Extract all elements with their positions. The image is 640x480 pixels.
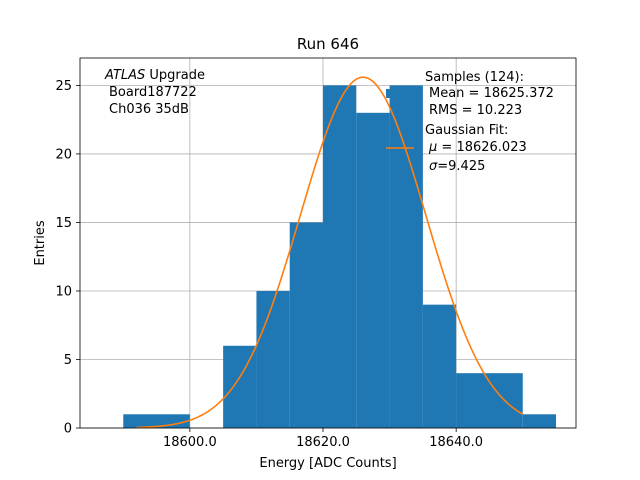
histogram-bar — [323, 85, 357, 428]
experiment-name: ATLAS — [104, 68, 145, 83]
experiment-label: ATLAS Upgrade — [104, 68, 205, 83]
legend-samples-label: Samples (124): — [425, 70, 524, 85]
histogram-bar — [389, 85, 423, 428]
histogram-bar — [223, 345, 257, 428]
x-tick-label: 18620.0 — [296, 435, 350, 450]
experiment-suffix: Upgrade — [145, 68, 205, 83]
y-axis-label: Entries — [33, 220, 48, 266]
y-tick-label: 15 — [55, 216, 72, 231]
gaussian-fit — [136, 76, 524, 429]
legend-fit-label: Gaussian Fit: — [425, 123, 508, 138]
fit-curve — [136, 76, 524, 429]
legend-mu-value: = 18626.023 — [437, 140, 526, 155]
x-axis-label: Energy [ADC Counts] — [259, 456, 396, 471]
x-tick-label: 18600.0 — [163, 435, 217, 450]
legend: Samples (124): Mean = 18625.372 RMS = 10… — [386, 70, 554, 174]
y-tick-label: 0 — [64, 422, 72, 437]
legend-mean-label: Mean = 18625.372 — [429, 86, 554, 101]
y-tick-label: 20 — [55, 147, 72, 162]
y-tick-label: 10 — [55, 284, 72, 299]
histogram-bars — [123, 85, 557, 428]
y-tick-label: 25 — [55, 79, 72, 94]
histogram-bar — [256, 290, 290, 428]
plot-frame — [79, 57, 577, 429]
histogram-bar — [289, 222, 324, 428]
legend-mu-symbol: μ — [428, 140, 437, 155]
channel-label: Ch036 35dB — [109, 102, 189, 117]
histogram-bar — [422, 304, 457, 428]
board-label: Board187722 — [109, 85, 197, 100]
legend-bar-swatch — [386, 89, 404, 98]
y-tick-label: 5 — [64, 353, 72, 368]
legend-sigma-label: σ=9.425 — [429, 159, 485, 174]
axis-ticks: 18600.0 18620.0 18640.0 0 5 10 15 20 25 — [55, 79, 483, 450]
chart-title: Run 646 — [297, 35, 359, 53]
histogram-bar — [522, 414, 557, 428]
legend-mu-label: μ = 18626.023 — [428, 140, 527, 155]
legend-sigma-value: =9.425 — [437, 159, 485, 174]
legend-rms-label: RMS = 10.223 — [429, 103, 522, 118]
legend-sigma-symbol: σ — [429, 159, 438, 174]
histogram-bar — [356, 112, 390, 428]
x-tick-label: 18640.0 — [429, 435, 483, 450]
